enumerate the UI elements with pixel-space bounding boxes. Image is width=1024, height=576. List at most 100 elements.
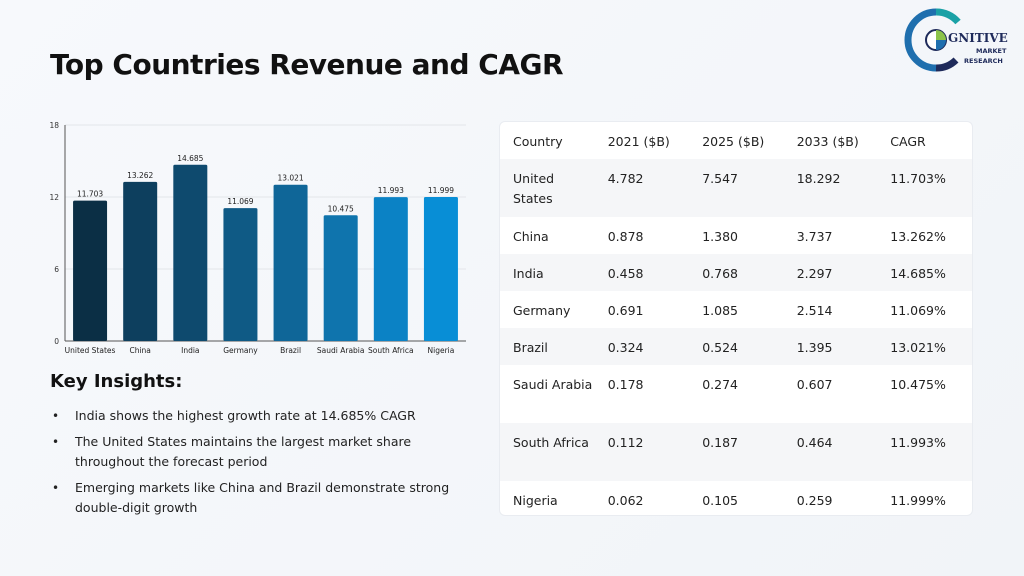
x-tick-label: Germany	[223, 346, 258, 355]
cell-country: United States	[513, 171, 555, 206]
revenue-table-card: Country 2021 ($B) 2025 ($B) 2033 ($B) CA…	[499, 121, 973, 516]
table-row: South Africa 0.112 0.187 0.464 11.993%	[500, 423, 972, 481]
table-row: Saudi Arabia 0.178 0.274 0.607 10.475%	[500, 365, 972, 423]
cell-2033: 3.737	[796, 229, 833, 244]
x-tick-label: China	[129, 346, 150, 355]
bar	[223, 208, 258, 341]
x-tick-label: Nigeria	[428, 346, 455, 355]
table-header-row: Country 2021 ($B) 2025 ($B) 2033 ($B) CA…	[500, 122, 972, 159]
cell-cagr: 11.703%	[890, 171, 946, 186]
cell-cagr: 13.021%	[890, 340, 946, 355]
insights-list: • India shows the highest growth rate at …	[52, 406, 472, 524]
data-label: 11.999	[428, 186, 454, 195]
cell-country: China	[513, 229, 549, 244]
column-header-2025: 2025 ($B)	[702, 134, 765, 149]
cell-2033: 2.514	[796, 303, 833, 318]
logo-ring-blue	[904, 8, 937, 72]
logo-tagline-1: MARKET	[976, 47, 1007, 55]
cell-2021: 0.178	[607, 377, 644, 392]
cell-country: Saudi Arabia	[513, 377, 593, 392]
x-tick-label: India	[181, 346, 199, 355]
logo-brand-text: GNITIVE	[948, 31, 1008, 45]
cell-2025: 0.105	[702, 493, 738, 508]
insight-item: • India shows the highest growth rate at …	[52, 406, 472, 426]
insight-text: Emerging markets like China and Brazil d…	[75, 480, 450, 515]
cell-country: Nigeria	[513, 493, 558, 508]
insight-item: • Emerging markets like China and Brazil …	[52, 478, 472, 518]
bar	[123, 181, 158, 341]
cell-2021: 0.458	[607, 266, 644, 281]
cell-country: India	[513, 266, 544, 281]
cell-country: Germany	[513, 303, 571, 318]
bar	[423, 197, 458, 341]
cell-2033: 2.297	[796, 266, 833, 281]
cell-2025: 1.085	[702, 303, 738, 318]
cell-2021: 4.782	[607, 171, 644, 186]
column-header-cagr: CAGR	[890, 134, 926, 149]
cell-2021: 0.112	[607, 435, 644, 450]
y-tick-label: 12	[49, 193, 59, 202]
bar	[273, 184, 308, 341]
cell-2033: 0.259	[796, 493, 833, 508]
logo-pie-green	[936, 30, 946, 40]
data-label: 10.475	[328, 204, 354, 213]
cell-cagr: 14.685%	[890, 266, 946, 281]
insight-text: India shows the highest growth rate at 1…	[75, 408, 416, 423]
bar	[373, 197, 408, 341]
cell-2033: 0.464	[796, 435, 833, 450]
cell-country: Brazil	[513, 340, 548, 355]
bullet-icon: •	[52, 409, 60, 423]
cell-cagr: 11.993%	[890, 435, 946, 450]
cell-2021: 0.324	[607, 340, 644, 355]
company-logo: GNITIVE MARKET RESEARCH	[904, 8, 1008, 72]
data-label: 13.262	[127, 171, 153, 180]
table-row: China 0.878 1.380 3.737 13.262%	[500, 217, 972, 254]
cell-2021: 0.878	[607, 229, 644, 244]
cell-cagr: 11.999%	[890, 493, 946, 508]
cell-2025: 7.547	[702, 171, 738, 186]
data-label: 11.703	[77, 190, 103, 199]
table-row: United States 4.782 7.547 18.292 11.703%	[500, 159, 972, 217]
data-label: 14.685	[177, 154, 203, 163]
cell-2025: 0.768	[702, 266, 738, 281]
table-row: Germany 0.691 1.085 2.514 11.069%	[500, 291, 972, 328]
insight-text: The United States maintains the largest …	[75, 434, 412, 469]
x-tick-label: Saudi Arabia	[317, 346, 365, 355]
insight-item: • The United States maintains the largest…	[52, 432, 472, 472]
logo-pie-blue	[936, 40, 946, 50]
table-row: India 0.458 0.768 2.297 14.685%	[500, 254, 972, 291]
y-tick-label: 6	[54, 265, 59, 274]
cell-2021: 0.691	[607, 303, 644, 318]
cell-cagr: 10.475%	[890, 377, 946, 392]
x-tick-label: Brazil	[280, 346, 301, 355]
x-tick-label: United States	[65, 346, 116, 355]
bar	[73, 200, 108, 341]
cell-cagr: 13.262%	[890, 229, 946, 244]
column-header-country: Country	[513, 134, 563, 149]
logo-ring-navy	[935, 57, 959, 72]
cell-2025: 1.380	[702, 229, 738, 244]
page-title: Top Countries Revenue and CAGR	[50, 48, 564, 81]
logo-ring-teal	[935, 8, 961, 25]
cell-country: South Africa	[513, 435, 589, 450]
data-label: 13.021	[277, 174, 303, 183]
y-tick-label: 18	[49, 121, 59, 130]
cell-2025: 0.187	[702, 435, 738, 450]
insights-title: Key Insights:	[50, 371, 183, 392]
bullet-icon: •	[52, 481, 60, 495]
y-tick-label: 0	[54, 337, 59, 346]
bar-chart: 0 6 12 18 11.703 United States 13.262 China 14.6…	[49, 121, 466, 355]
cell-2033: 1.395	[796, 340, 833, 355]
logo-tagline-2: RESEARCH	[964, 57, 1003, 65]
data-label: 11.993	[378, 186, 404, 195]
table-row: Nigeria 0.062 0.105 0.259 11.999%	[500, 481, 972, 515]
bullet-icon: •	[52, 435, 60, 449]
cell-cagr: 11.069%	[890, 303, 946, 318]
cell-2033: 0.607	[796, 377, 833, 392]
cell-2021: 0.062	[607, 493, 644, 508]
cell-2025: 0.274	[702, 377, 738, 392]
revenue-table: Country 2021 ($B) 2025 ($B) 2033 ($B) CA…	[500, 122, 972, 515]
cell-2033: 18.292	[796, 171, 841, 186]
column-header-2021: 2021 ($B)	[607, 134, 670, 149]
bar	[173, 164, 208, 341]
